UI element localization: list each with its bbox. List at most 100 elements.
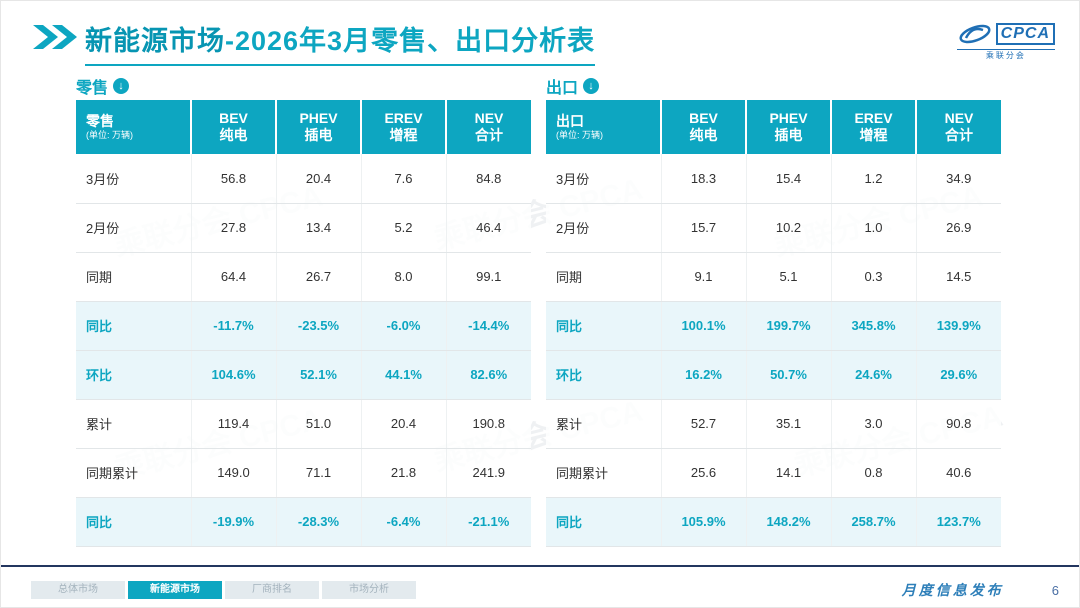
cell-value: 99.1 xyxy=(446,252,531,302)
cell-value: 123.7% xyxy=(916,497,1001,547)
cell-value: 149.0 xyxy=(191,448,277,498)
retail-panel: 零售 ↓ 零售 (单位: 万辆) BEV 纯电 PHEV 插电 EREV 增程 NEV 合计 3月份… xyxy=(76,74,531,547)
column-header: NEV 合计 xyxy=(445,100,531,154)
footer-tab-0[interactable]: 总体市场 xyxy=(31,581,125,599)
cell-value: 34.9 xyxy=(916,154,1001,204)
cell-value: 18.3 xyxy=(661,154,747,204)
publication-label: 月度信息发布 xyxy=(901,584,1004,599)
footer-tab-1[interactable]: 新能源市场 xyxy=(128,581,222,599)
title-highlight: 新能源市场 xyxy=(85,26,225,56)
table-row: 2月份 27.8 13.4 5.2 46.4 xyxy=(76,203,531,253)
cell-value: 26.9 xyxy=(916,203,1001,253)
cell-value: -23.5% xyxy=(276,301,362,351)
table-row: 同期 64.4 26.7 8.0 99.1 xyxy=(76,252,531,302)
table-row: 3月份 18.3 15.4 1.2 34.9 xyxy=(546,154,1001,204)
cell-value: 15.4 xyxy=(746,154,832,204)
row-label: 同期累计 xyxy=(546,448,662,498)
page-number: 6 xyxy=(1051,582,1059,598)
cell-value: 1.0 xyxy=(831,203,917,253)
cell-value: 20.4 xyxy=(361,399,447,449)
cell-value: -14.4% xyxy=(446,301,531,351)
cell-value: 24.6% xyxy=(831,350,917,400)
row-label: 同期 xyxy=(546,252,662,302)
column-header: PHEV 插电 xyxy=(275,100,361,154)
cell-value: 7.6 xyxy=(361,154,447,204)
cell-value: 27.8 xyxy=(191,203,277,253)
cell-value: 190.8 xyxy=(446,399,531,449)
cell-value: 148.2% xyxy=(746,497,832,547)
cpca-logo-icon xyxy=(959,24,991,44)
table-row: 环比 104.6% 52.1% 44.1% 82.6% xyxy=(76,350,531,400)
cell-value: 258.7% xyxy=(831,497,917,547)
cell-value: 8.0 xyxy=(361,252,447,302)
row-label: 同期 xyxy=(76,252,192,302)
cell-value: -21.1% xyxy=(446,497,531,547)
cell-value: 3.0 xyxy=(831,399,917,449)
table-row: 环比 16.2% 50.7% 24.6% 29.6% xyxy=(546,350,1001,400)
table-row: 同比 -11.7% -23.5% -6.0% -14.4% xyxy=(76,301,531,351)
export-section-label: 出口 xyxy=(546,80,579,97)
footer-tab-2[interactable]: 厂商排名 xyxy=(225,581,319,599)
export-table: 出口 (单位: 万辆) BEV 纯电 PHEV 插电 EREV 增程 NEV 合计 3月份 18.3 1… xyxy=(546,100,1001,547)
row-label: 累计 xyxy=(76,399,192,449)
column-header: EREV 增程 xyxy=(360,100,446,154)
cell-value: 15.7 xyxy=(661,203,747,253)
cell-value: 25.6 xyxy=(661,448,747,498)
table-row: 3月份 56.8 20.4 7.6 84.8 xyxy=(76,154,531,204)
table-row: 累计 119.4 51.0 20.4 190.8 xyxy=(76,399,531,449)
cell-value: 21.8 xyxy=(361,448,447,498)
table-corner-header: 出口 (单位: 万辆) xyxy=(546,100,661,154)
cell-value: 14.1 xyxy=(746,448,832,498)
down-arrow-icon: ↓ xyxy=(113,78,130,94)
cell-value: -28.3% xyxy=(276,497,362,547)
table-row: 同期 9.1 5.1 0.3 14.5 xyxy=(546,252,1001,302)
retail-section-label: 零售 xyxy=(76,80,109,97)
down-arrow-icon: ↓ xyxy=(583,78,600,94)
cell-value: 20.4 xyxy=(276,154,362,204)
table-row: 同期累计 25.6 14.1 0.8 40.6 xyxy=(546,448,1001,498)
table-row: 累计 52.7 35.1 3.0 90.8 xyxy=(546,399,1001,449)
export-section-header: 出口 ↓ xyxy=(546,74,1001,98)
row-label: 3月份 xyxy=(76,154,192,204)
row-label: 同比 xyxy=(546,301,662,351)
row-label: 累计 xyxy=(546,399,662,449)
title-chevron-icon xyxy=(31,23,77,56)
column-header: NEV 合计 xyxy=(915,100,1001,154)
cell-value: 0.3 xyxy=(831,252,917,302)
cell-value: 64.4 xyxy=(191,252,277,302)
footer-divider xyxy=(1,565,1079,567)
retail-section-header: 零售 ↓ xyxy=(76,74,531,98)
cell-value: 52.1% xyxy=(276,350,362,400)
row-label: 3月份 xyxy=(546,154,662,204)
cell-value: 40.6 xyxy=(916,448,1001,498)
cell-value: -6.4% xyxy=(361,497,447,547)
cell-value: 9.1 xyxy=(661,252,747,302)
column-header: EREV 增程 xyxy=(830,100,916,154)
title-rest: -2026年3月零售、出口分析表 xyxy=(225,26,596,56)
export-panel: 出口 ↓ 出口 (单位: 万辆) BEV 纯电 PHEV 插电 EREV 增程 NEV 合计 3月份… xyxy=(546,74,1001,547)
cpca-logo-caption: 乘联分会 xyxy=(956,49,1055,61)
cell-value: 71.1 xyxy=(276,448,362,498)
cell-value: 100.1% xyxy=(661,301,747,351)
table-header-row: 零售 (单位: 万辆) BEV 纯电 PHEV 插电 EREV 增程 NEV 合计 xyxy=(76,100,531,154)
row-label: 环比 xyxy=(76,350,192,400)
cell-value: 84.8 xyxy=(446,154,531,204)
cell-value: 16.2% xyxy=(661,350,747,400)
cell-value: 139.9% xyxy=(916,301,1001,351)
cell-value: 104.6% xyxy=(191,350,277,400)
cell-value: 82.6% xyxy=(446,350,531,400)
row-label: 同比 xyxy=(546,497,662,547)
page-title: 新能源市场-2026年3月零售、出口分析表 xyxy=(85,19,596,66)
column-header: BEV 纯电 xyxy=(660,100,746,154)
table-row: 同比 100.1% 199.7% 345.8% 139.9% xyxy=(546,301,1001,351)
cell-value: 50.7% xyxy=(746,350,832,400)
footer-tab-3[interactable]: 市场分析 xyxy=(322,581,416,599)
cell-value: 14.5 xyxy=(916,252,1001,302)
table-row: 同比 -19.9% -28.3% -6.4% -21.1% xyxy=(76,497,531,547)
column-header: BEV 纯电 xyxy=(190,100,276,154)
row-label: 同比 xyxy=(76,301,192,351)
slide-header: 新能源市场-2026年3月零售、出口分析表 CPCA 乘联分会 xyxy=(1,1,1079,66)
cell-value: 345.8% xyxy=(831,301,917,351)
footer: 总体市场 新能源市场 厂商排名 市场分析 月度信息发布 6 xyxy=(31,580,1059,600)
